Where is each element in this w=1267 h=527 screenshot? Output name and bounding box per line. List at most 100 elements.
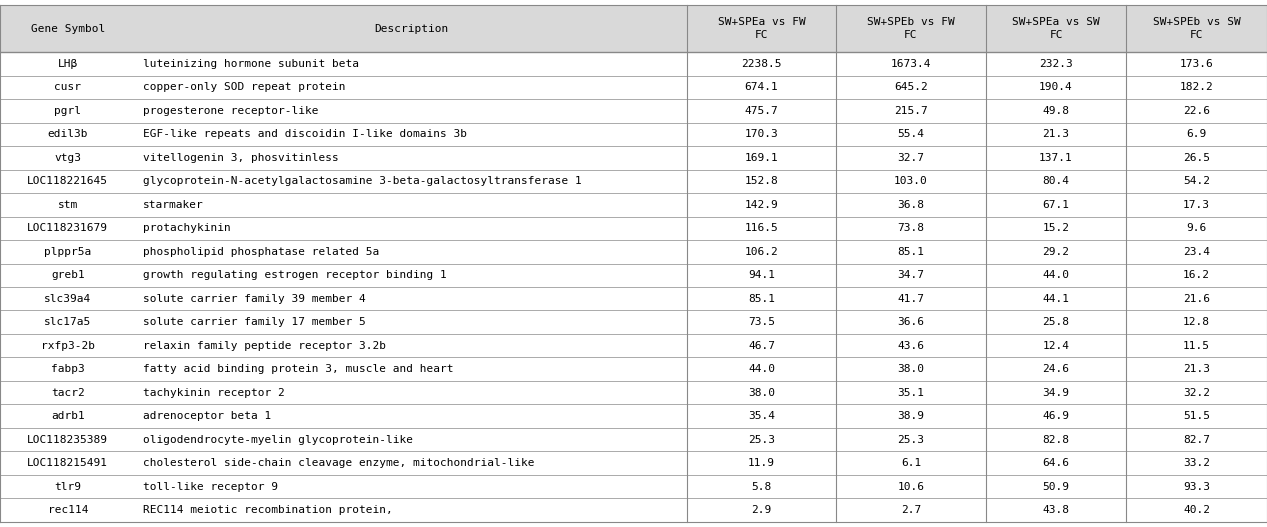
Text: EGF-like repeats and discoidin I-like domains 3b: EGF-like repeats and discoidin I-like do… [143, 130, 468, 139]
Text: 11.5: 11.5 [1183, 340, 1210, 350]
Text: 46.7: 46.7 [748, 340, 775, 350]
Bar [0, 381, 1267, 404]
Text: adrb1: adrb1 [51, 411, 85, 421]
Text: 23.4: 23.4 [1183, 247, 1210, 257]
Text: 190.4: 190.4 [1039, 82, 1073, 92]
Text: 41.7: 41.7 [897, 294, 925, 304]
Text: growth regulating estrogen receptor binding 1: growth regulating estrogen receptor bind… [143, 270, 447, 280]
Bar [0, 451, 1267, 475]
Text: glycoprotein-N-acetylgalactosamine 3-beta-galactosyltransferase 1: glycoprotein-N-acetylgalactosamine 3-bet… [143, 177, 582, 187]
Text: 1673.4: 1673.4 [891, 59, 931, 69]
Text: 80.4: 80.4 [1043, 177, 1069, 187]
Text: phospholipid phosphatase related 5a: phospholipid phosphatase related 5a [143, 247, 379, 257]
Text: greb1: greb1 [51, 270, 85, 280]
Text: SW+SPEa vs FW
FC: SW+SPEa vs FW FC [717, 17, 806, 41]
Bar [0, 217, 1267, 240]
Text: 2.7: 2.7 [901, 505, 921, 515]
Bar [0, 193, 1267, 217]
Bar [0, 52, 1267, 76]
Text: 82.7: 82.7 [1183, 435, 1210, 445]
Text: 67.1: 67.1 [1043, 200, 1069, 210]
Text: cusr: cusr [54, 82, 81, 92]
Text: SW+SPEb vs SW
FC: SW+SPEb vs SW FC [1153, 17, 1240, 41]
Bar [836, 5, 986, 52]
Text: tacr2: tacr2 [51, 388, 85, 397]
Text: 85.1: 85.1 [897, 247, 925, 257]
Text: 46.9: 46.9 [1043, 411, 1069, 421]
Text: 152.8: 152.8 [745, 177, 778, 187]
Text: 34.9: 34.9 [1043, 388, 1069, 397]
Bar [0, 5, 136, 52]
Text: 73.5: 73.5 [748, 317, 775, 327]
Text: 5.8: 5.8 [751, 482, 772, 492]
Text: 34.7: 34.7 [897, 270, 925, 280]
Text: LOC118215491: LOC118215491 [28, 458, 108, 468]
Text: 21.3: 21.3 [1183, 364, 1210, 374]
Text: 44.0: 44.0 [1043, 270, 1069, 280]
Text: 12.4: 12.4 [1043, 340, 1069, 350]
Text: 2238.5: 2238.5 [741, 59, 782, 69]
Text: 25.8: 25.8 [1043, 317, 1069, 327]
Text: 6.1: 6.1 [901, 458, 921, 468]
Bar [0, 310, 1267, 334]
Text: 169.1: 169.1 [745, 153, 778, 163]
Bar [0, 498, 1267, 522]
Text: protachykinin: protachykinin [143, 223, 231, 233]
Text: 38.9: 38.9 [897, 411, 925, 421]
Text: 11.9: 11.9 [748, 458, 775, 468]
Text: 182.2: 182.2 [1180, 82, 1214, 92]
Text: 33.2: 33.2 [1183, 458, 1210, 468]
Text: 170.3: 170.3 [745, 130, 778, 139]
Text: 55.4: 55.4 [897, 130, 925, 139]
Text: 116.5: 116.5 [745, 223, 778, 233]
Text: 15.2: 15.2 [1043, 223, 1069, 233]
Text: 12.8: 12.8 [1183, 317, 1210, 327]
Text: rxfp3-2b: rxfp3-2b [41, 340, 95, 350]
Text: luteinizing hormone subunit beta: luteinizing hormone subunit beta [143, 59, 359, 69]
Text: starmaker: starmaker [143, 200, 204, 210]
Text: 674.1: 674.1 [745, 82, 778, 92]
Text: 10.6: 10.6 [897, 482, 925, 492]
Text: fatty acid binding protein 3, muscle and heart: fatty acid binding protein 3, muscle and… [143, 364, 454, 374]
Text: 6.9: 6.9 [1187, 130, 1206, 139]
Text: 645.2: 645.2 [895, 82, 927, 92]
Text: stm: stm [58, 200, 77, 210]
Bar [0, 334, 1267, 357]
Text: slc17a5: slc17a5 [44, 317, 91, 327]
Text: solute carrier family 39 member 4: solute carrier family 39 member 4 [143, 294, 366, 304]
Text: 44.1: 44.1 [1043, 294, 1069, 304]
Text: LOC118231679: LOC118231679 [28, 223, 108, 233]
Text: 43.6: 43.6 [897, 340, 925, 350]
Text: tachykinin receptor 2: tachykinin receptor 2 [143, 388, 285, 397]
Text: 106.2: 106.2 [745, 247, 778, 257]
Text: SW+SPEa vs SW
FC: SW+SPEa vs SW FC [1012, 17, 1100, 41]
Text: 29.2: 29.2 [1043, 247, 1069, 257]
Text: 173.6: 173.6 [1180, 59, 1214, 69]
Bar [0, 170, 1267, 193]
Text: 2.9: 2.9 [751, 505, 772, 515]
Text: 35.1: 35.1 [897, 388, 925, 397]
Text: plppr5a: plppr5a [44, 247, 91, 257]
Bar [0, 428, 1267, 451]
Bar [136, 5, 687, 52]
Text: Gene Symbol: Gene Symbol [30, 24, 105, 34]
Text: edil3b: edil3b [48, 130, 87, 139]
Text: 142.9: 142.9 [745, 200, 778, 210]
Bar [0, 76, 1267, 99]
Text: vtg3: vtg3 [54, 153, 81, 163]
Text: 26.5: 26.5 [1183, 153, 1210, 163]
Bar [0, 357, 1267, 381]
Text: toll-like receptor 9: toll-like receptor 9 [143, 482, 279, 492]
Text: rec114: rec114 [48, 505, 87, 515]
Text: 85.1: 85.1 [748, 294, 775, 304]
Text: 22.6: 22.6 [1183, 106, 1210, 116]
Text: 17.3: 17.3 [1183, 200, 1210, 210]
Text: 24.6: 24.6 [1043, 364, 1069, 374]
Text: oligodendrocyte-myelin glycoprotein-like: oligodendrocyte-myelin glycoprotein-like [143, 435, 413, 445]
Text: relaxin family peptide receptor 3.2b: relaxin family peptide receptor 3.2b [143, 340, 386, 350]
Text: adrenoceptor beta 1: adrenoceptor beta 1 [143, 411, 271, 421]
Text: 36.8: 36.8 [897, 200, 925, 210]
Text: 103.0: 103.0 [895, 177, 927, 187]
Bar [0, 123, 1267, 146]
Text: 9.6: 9.6 [1187, 223, 1206, 233]
